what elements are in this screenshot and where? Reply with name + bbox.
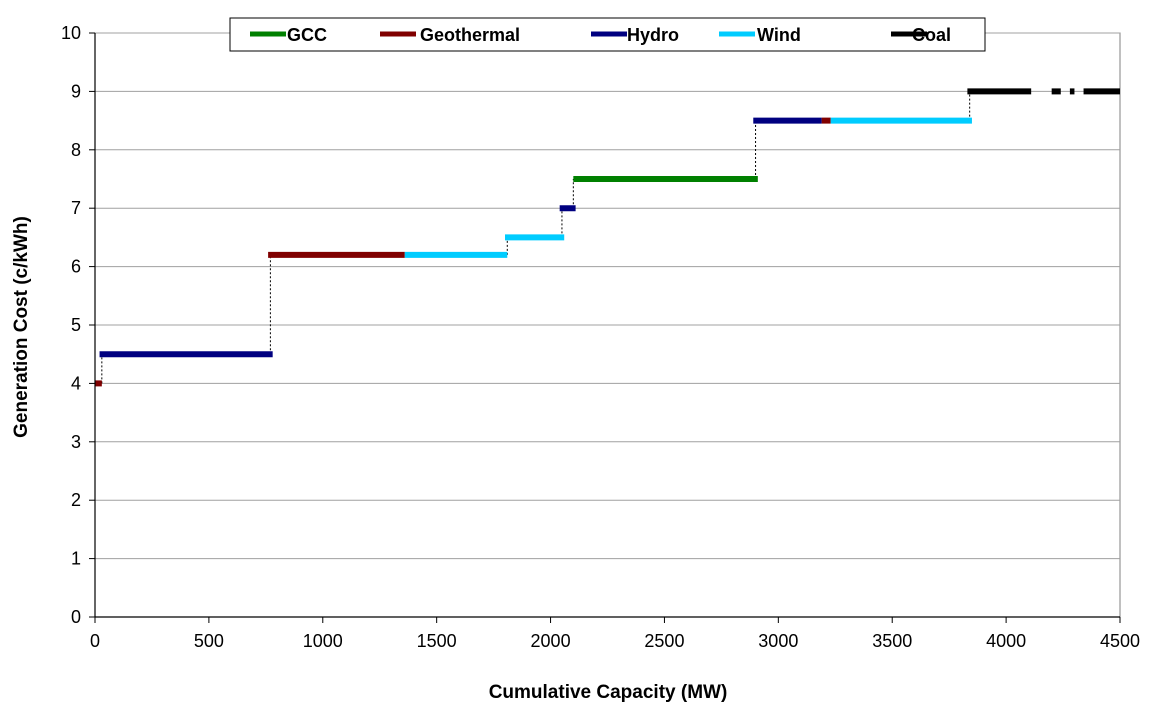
series-hydro xyxy=(99,117,822,358)
y-tick-labels: 0 1 2 3 4 5 6 7 8 9 10 xyxy=(61,23,81,627)
axes xyxy=(89,32,1121,623)
legend-label: Wind xyxy=(757,25,801,45)
x-tick-label: 4000 xyxy=(986,631,1026,651)
legend-label: Coal xyxy=(912,25,951,45)
series-wind xyxy=(404,117,972,258)
x-tick-label: 3000 xyxy=(758,631,798,651)
x-tick-label: 3500 xyxy=(872,631,912,651)
legend-label: GCC xyxy=(287,25,327,45)
legend-label: Geothermal xyxy=(420,25,520,45)
x-tick-label: 1000 xyxy=(303,631,343,651)
y-tick-label: 1 xyxy=(71,549,81,569)
x-tick-label: 2000 xyxy=(531,631,571,651)
x-tick-labels: 0 500 1000 1500 2000 2500 3000 3500 4000 4500 xyxy=(90,631,1140,651)
x-tick-label: 2500 xyxy=(644,631,684,651)
series-geothermal xyxy=(95,117,831,387)
y-axis-title: Generation Cost (c/kWh) xyxy=(11,216,32,438)
x-tick-label: 4500 xyxy=(1100,631,1140,651)
y-tick-label: 6 xyxy=(71,257,81,277)
x-tick-label: 1500 xyxy=(417,631,457,651)
y-tick-label: 0 xyxy=(71,607,81,627)
legend-label: Hydro xyxy=(627,25,679,45)
x-axis-title: Cumulative Capacity (MW) xyxy=(489,682,728,703)
legend: GCC Geothermal Hydro Wind Coal xyxy=(229,17,986,52)
x-tick-label: 0 xyxy=(90,631,100,651)
y-tick-label: 8 xyxy=(71,140,81,160)
step-connectors xyxy=(101,91,971,384)
y-tick-label: 10 xyxy=(61,23,81,43)
y-tick-label: 3 xyxy=(71,432,81,452)
series-segments xyxy=(95,88,1120,387)
y-tick-label: 9 xyxy=(71,81,81,101)
x-tick-label: 500 xyxy=(194,631,224,651)
y-tick-label: 2 xyxy=(71,490,81,510)
y-tick-label: 5 xyxy=(71,315,81,335)
y-tick-label: 7 xyxy=(71,198,81,218)
y-tick-label: 4 xyxy=(71,373,81,393)
